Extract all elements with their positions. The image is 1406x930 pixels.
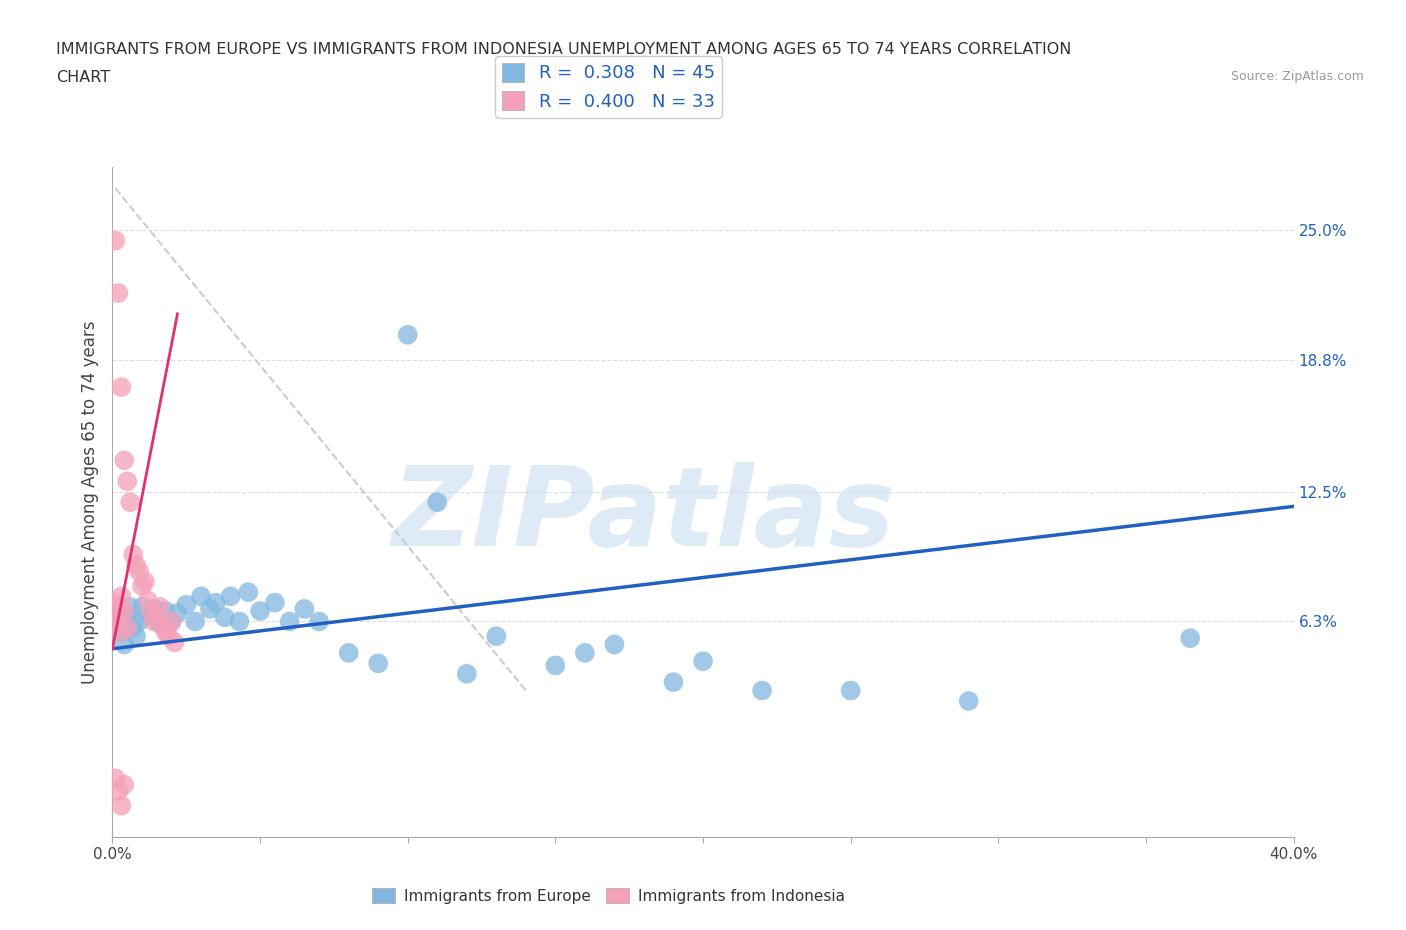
Point bbox=[112, 604, 135, 618]
Point bbox=[107, 600, 129, 615]
Point bbox=[155, 625, 177, 640]
Point bbox=[396, 327, 419, 342]
Point bbox=[160, 614, 183, 629]
Point bbox=[214, 610, 236, 625]
Point bbox=[122, 547, 145, 562]
Point bbox=[184, 614, 207, 629]
Point bbox=[136, 593, 159, 608]
Point bbox=[107, 614, 129, 629]
Point bbox=[110, 589, 132, 604]
Point bbox=[110, 379, 132, 394]
Point bbox=[155, 604, 177, 618]
Text: CHART: CHART bbox=[56, 70, 110, 85]
Point bbox=[603, 637, 626, 652]
Point bbox=[134, 575, 156, 590]
Point bbox=[122, 620, 145, 635]
Point bbox=[146, 608, 169, 623]
Point bbox=[112, 637, 135, 652]
Point bbox=[485, 629, 508, 644]
Point bbox=[367, 656, 389, 671]
Point bbox=[308, 614, 330, 629]
Point bbox=[104, 595, 127, 610]
Point bbox=[110, 798, 132, 813]
Point bbox=[839, 684, 862, 698]
Point bbox=[692, 654, 714, 669]
Point bbox=[120, 495, 142, 510]
Point bbox=[107, 286, 129, 300]
Point bbox=[205, 595, 228, 610]
Point bbox=[117, 474, 138, 489]
Point bbox=[125, 558, 148, 573]
Point bbox=[1178, 631, 1201, 645]
Y-axis label: Unemployment Among Ages 65 to 74 years: Unemployment Among Ages 65 to 74 years bbox=[80, 321, 98, 684]
Point bbox=[104, 771, 127, 786]
Point bbox=[264, 595, 287, 610]
Point bbox=[166, 605, 188, 620]
Point bbox=[163, 635, 186, 650]
Point bbox=[149, 600, 172, 615]
Point bbox=[131, 600, 153, 615]
Text: Source: ZipAtlas.com: Source: ZipAtlas.com bbox=[1230, 70, 1364, 83]
Point bbox=[110, 625, 132, 640]
Point bbox=[278, 614, 301, 629]
Point bbox=[219, 589, 242, 604]
Point bbox=[249, 604, 271, 618]
Point bbox=[104, 614, 127, 629]
Point bbox=[110, 625, 132, 640]
Point bbox=[426, 495, 449, 510]
Point bbox=[117, 610, 138, 625]
Point bbox=[337, 645, 360, 660]
Point bbox=[544, 658, 567, 673]
Point bbox=[131, 578, 153, 593]
Point bbox=[104, 233, 127, 248]
Point bbox=[574, 645, 596, 660]
Point bbox=[107, 783, 129, 798]
Point bbox=[112, 777, 135, 792]
Point bbox=[190, 589, 212, 604]
Text: IMMIGRANTS FROM EUROPE VS IMMIGRANTS FROM INDONESIA UNEMPLOYMENT AMONG AGES 65 T: IMMIGRANTS FROM EUROPE VS IMMIGRANTS FRO… bbox=[56, 42, 1071, 57]
Point bbox=[128, 564, 150, 578]
Point bbox=[136, 608, 159, 623]
Point bbox=[957, 694, 980, 709]
Point bbox=[174, 597, 197, 612]
Point bbox=[117, 620, 138, 635]
Point bbox=[142, 602, 165, 617]
Point bbox=[228, 614, 250, 629]
Point bbox=[456, 667, 478, 682]
Point bbox=[238, 585, 260, 600]
Point bbox=[128, 614, 150, 629]
Point bbox=[751, 684, 773, 698]
Point bbox=[157, 629, 180, 644]
Point bbox=[125, 629, 148, 644]
Point bbox=[198, 602, 221, 617]
Legend: Immigrants from Europe, Immigrants from Indonesia: Immigrants from Europe, Immigrants from … bbox=[366, 882, 851, 910]
Point bbox=[142, 614, 165, 629]
Point bbox=[160, 614, 183, 629]
Point bbox=[104, 604, 127, 618]
Point bbox=[152, 618, 174, 633]
Point bbox=[292, 602, 315, 617]
Point bbox=[112, 453, 135, 468]
Point bbox=[120, 600, 142, 615]
Point bbox=[107, 614, 129, 629]
Text: ZIPatlas: ZIPatlas bbox=[392, 462, 896, 569]
Point bbox=[149, 617, 172, 631]
Point bbox=[662, 675, 685, 690]
Point bbox=[139, 604, 162, 618]
